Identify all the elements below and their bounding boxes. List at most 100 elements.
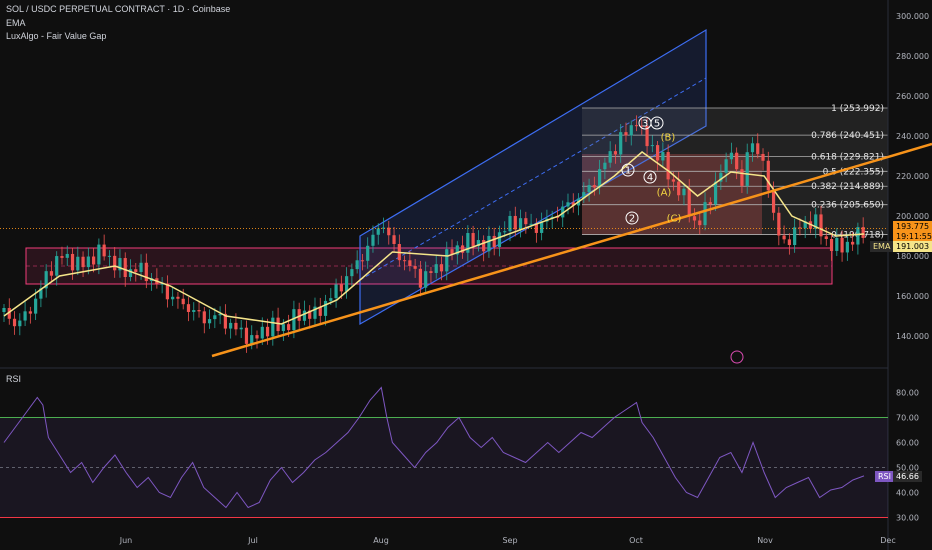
candle-body: [793, 227, 797, 246]
candle-body: [366, 245, 370, 261]
price-tick-label: 260.000: [896, 92, 929, 101]
candle-body: [181, 298, 185, 305]
candle-body: [524, 218, 528, 225]
candle-body: [12, 318, 17, 327]
candle-body: [134, 269, 138, 272]
wave-label: (B): [661, 133, 676, 144]
candle-body: [34, 298, 38, 314]
candle-body: [582, 192, 586, 199]
candle-body: [76, 256, 80, 271]
candle-body: [613, 151, 618, 155]
candle-body: [482, 240, 486, 252]
candle-body: [265, 326, 270, 337]
candle-body: [92, 256, 96, 265]
candle-body: [287, 324, 291, 331]
candle-body: [44, 271, 48, 289]
rsi-line: [3, 386, 865, 509]
price-grid: [0, 0, 889, 550]
candle-body: [666, 152, 670, 180]
candle-body: [661, 152, 665, 161]
candle-body: [508, 215, 512, 232]
last-price-tag: 193.775: [893, 221, 932, 232]
candle-body: [424, 271, 428, 288]
price-tick-label: 300.000: [896, 12, 929, 21]
candle-body: [487, 235, 491, 252]
chart-title[interactable]: SOL / USDC PERPETUAL CONTRACT · 1D · Coi…: [6, 4, 231, 14]
rsi-tick-label: 60.00: [896, 439, 919, 448]
candle-body: [345, 276, 349, 292]
candle-body: [192, 310, 196, 312]
price-tick-label: 220.000: [896, 172, 929, 181]
candle-body: [144, 262, 148, 282]
candle-body: [445, 249, 449, 272]
time-tick-label: Oct: [629, 536, 643, 545]
candle-body: [466, 233, 470, 253]
candle-body: [540, 221, 544, 233]
candle-body: [687, 188, 691, 217]
candle-body: [171, 296, 175, 300]
candle-body: [787, 239, 791, 246]
wave-circle: [643, 170, 657, 184]
candle-body: [329, 298, 333, 301]
candle-body: [165, 283, 169, 300]
rsi-title[interactable]: RSI: [6, 374, 22, 384]
candle-body: [339, 284, 343, 292]
candle-body: [861, 227, 865, 238]
wave-label: (A): [657, 188, 672, 199]
candle-body: [835, 237, 839, 251]
channel-midline: [359, 77, 707, 281]
candle-body: [634, 125, 639, 127]
candle-body: [656, 145, 660, 161]
candle-body: [529, 223, 533, 225]
price-tick-label: 280.000: [896, 52, 929, 61]
candle-body: [371, 234, 375, 246]
time-tick-label: Dec: [880, 536, 895, 545]
candle-body: [2, 308, 6, 312]
candle-body: [645, 125, 649, 147]
candle-body: [402, 260, 407, 262]
candle-body: [323, 300, 328, 316]
time-tick-label: Jul: [247, 536, 258, 545]
candle-body: [276, 317, 280, 332]
candle-body: [629, 125, 633, 136]
candle-body: [492, 235, 496, 247]
candle-body: [724, 159, 728, 173]
candle-body: [829, 239, 834, 251]
candle-body: [455, 245, 459, 255]
candle-body: [318, 306, 322, 316]
candle-body: [729, 152, 733, 160]
candle-body: [392, 235, 396, 245]
wave-circle: [625, 211, 639, 225]
candle-body: [7, 308, 11, 319]
time-axis: Jun Jul Aug Sep Oct Nov Dec: [119, 536, 896, 545]
candle-body: [708, 202, 712, 205]
candle-body: [698, 220, 702, 226]
rsi-tick-label: 70.00: [896, 414, 919, 423]
candle-body: [851, 241, 855, 245]
candle-body: [418, 268, 423, 288]
candle-body: [819, 214, 823, 237]
ema-series-line: [3, 151, 865, 325]
candle-body: [719, 172, 723, 182]
candle-body: [476, 240, 480, 247]
candlestick-series: [2, 115, 865, 353]
candle-body: [561, 206, 565, 218]
candle-body: [513, 215, 517, 230]
candle-body: [70, 253, 75, 271]
price-tick-label: 240.000: [896, 132, 929, 141]
wave-label: 4: [647, 173, 653, 184]
candle-body: [387, 227, 391, 236]
candle-body: [128, 269, 133, 278]
wave-label: (C): [667, 214, 682, 225]
candle-body: [239, 327, 243, 330]
candle-body: [782, 235, 786, 240]
candle-body: [824, 236, 828, 240]
rsi-tick-label: 80.00: [896, 389, 919, 398]
indicator-ema-label[interactable]: EMA: [6, 18, 26, 28]
candle-body: [671, 179, 676, 182]
candle-body: [840, 237, 844, 253]
indicator-fvg-label[interactable]: LuxAlgo - Fair Value Gap: [6, 31, 107, 41]
candle-body: [234, 322, 238, 330]
rsi-tick-label: 30.00: [896, 514, 919, 523]
